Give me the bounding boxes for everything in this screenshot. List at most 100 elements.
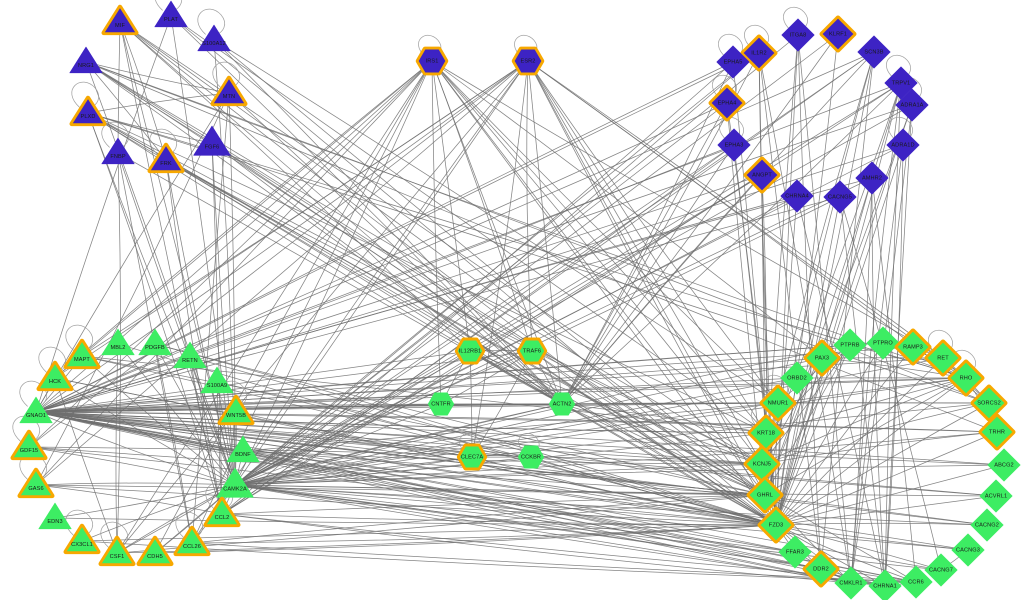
node-shape-diamond[interactable] bbox=[805, 341, 839, 375]
node-shape-triangle[interactable] bbox=[173, 341, 207, 369]
node-shape-triangle[interactable] bbox=[212, 77, 246, 105]
node-shape-diamond[interactable] bbox=[926, 341, 960, 375]
node-shape-triangle[interactable] bbox=[19, 396, 53, 424]
edge bbox=[35, 174, 763, 413]
node-shape-triangle[interactable] bbox=[205, 498, 239, 526]
graph-node-il1r2[interactable]: IL1R2 bbox=[740, 34, 778, 72]
edge bbox=[527, 60, 779, 404]
node-shape-diamond[interactable] bbox=[886, 128, 920, 162]
node-shape-diamond[interactable] bbox=[949, 361, 983, 395]
node-shape-triangle[interactable] bbox=[154, 0, 188, 28]
node-shape-diamond[interactable] bbox=[742, 36, 776, 70]
edge bbox=[35, 411, 988, 526]
node-shape-diamond[interactable] bbox=[804, 552, 838, 586]
node-shape-triangle[interactable] bbox=[71, 97, 105, 125]
node-shape-diamond[interactable] bbox=[780, 179, 814, 213]
node-shape-diamond[interactable] bbox=[834, 566, 868, 600]
node-shape-diamond[interactable] bbox=[987, 448, 1021, 482]
node-shape-hexagon[interactable] bbox=[456, 339, 484, 363]
node-shape-hexagon[interactable] bbox=[417, 48, 447, 74]
node-shape-triangle[interactable] bbox=[193, 125, 231, 156]
node-shape-diamond[interactable] bbox=[781, 18, 815, 52]
node-shape-triangle[interactable] bbox=[138, 328, 172, 356]
graph-node-il12rb1[interactable]: IL12RB1 bbox=[454, 337, 486, 365]
edge bbox=[775, 346, 914, 526]
node-shape-triangle[interactable] bbox=[100, 537, 134, 565]
node-shape-hexagon[interactable] bbox=[517, 445, 545, 469]
graph-node-traf6[interactable]: TRAF6 bbox=[516, 337, 548, 365]
node-shape-diamond[interactable] bbox=[833, 328, 867, 362]
node-shape-diamond[interactable] bbox=[759, 508, 793, 542]
node-shape-diamond[interactable] bbox=[895, 88, 929, 122]
node-shape-triangle[interactable] bbox=[101, 137, 135, 165]
edge bbox=[35, 342, 884, 413]
node-shape-diamond[interactable] bbox=[924, 553, 958, 587]
node-shape-triangle[interactable] bbox=[19, 469, 53, 497]
node-shape-hexagon[interactable] bbox=[513, 48, 543, 74]
edge bbox=[561, 61, 734, 405]
node-shape-triangle[interactable] bbox=[101, 328, 135, 356]
edge bbox=[234, 484, 886, 587]
edge bbox=[54, 484, 236, 519]
node-shape-triangle[interactable] bbox=[138, 537, 172, 565]
graph-node-esr2[interactable]: ESR2 bbox=[511, 46, 545, 76]
node-shape-triangle[interactable] bbox=[12, 431, 46, 459]
edge bbox=[234, 357, 944, 486]
node-shape-diamond[interactable] bbox=[896, 330, 930, 364]
graph-node-angpt[interactable]: ANGPT bbox=[743, 156, 781, 194]
node-shape-diamond[interactable] bbox=[951, 533, 985, 567]
edge bbox=[235, 411, 777, 526]
node-shape-diamond[interactable] bbox=[710, 86, 744, 120]
node-shape-diamond[interactable] bbox=[748, 478, 782, 512]
node-shape-diamond[interactable] bbox=[866, 326, 900, 360]
node-shape-diamond[interactable] bbox=[884, 66, 918, 100]
node-shape-diamond[interactable] bbox=[823, 180, 857, 214]
node-shape-diamond[interactable] bbox=[970, 508, 1004, 542]
node-shape-diamond[interactable] bbox=[745, 158, 779, 192]
node-shape-diamond[interactable] bbox=[899, 565, 933, 599]
node-shape-diamond[interactable] bbox=[972, 386, 1006, 420]
node-shape-diamond[interactable] bbox=[857, 35, 891, 69]
node-shape-triangle[interactable] bbox=[65, 525, 99, 553]
node-shape-triangle[interactable] bbox=[200, 366, 234, 394]
node-shape-triangle[interactable] bbox=[38, 362, 72, 390]
node-shape-triangle[interactable] bbox=[38, 502, 72, 530]
graph-node-ret[interactable]: RET bbox=[924, 339, 962, 377]
node-shape-triangle[interactable] bbox=[197, 24, 231, 52]
node-shape-diamond[interactable] bbox=[980, 415, 1014, 449]
node-shape-diamond[interactable] bbox=[821, 17, 855, 51]
graph-node-rho[interactable]: RHO bbox=[947, 359, 985, 397]
node-shape-triangle[interactable] bbox=[175, 527, 209, 555]
edge bbox=[775, 357, 944, 526]
node-shape-triangle[interactable] bbox=[103, 6, 137, 34]
edge bbox=[526, 60, 533, 352]
node-shape-diamond[interactable] bbox=[979, 479, 1013, 513]
edge bbox=[234, 60, 433, 486]
node-shape-triangle[interactable] bbox=[226, 435, 260, 463]
edge bbox=[35, 195, 798, 413]
node-shape-hexagon[interactable] bbox=[458, 445, 486, 469]
node-shape-diamond[interactable] bbox=[761, 386, 795, 420]
node-shape-diamond[interactable] bbox=[778, 535, 812, 569]
node-shape-triangle[interactable] bbox=[65, 340, 99, 368]
node-shape-diamond[interactable] bbox=[868, 569, 902, 600]
graph-node-mtn[interactable]: MTN bbox=[210, 75, 248, 107]
node-shape-diamond[interactable] bbox=[855, 161, 889, 195]
graph-node-ddr2[interactable]: DDR2 bbox=[802, 550, 840, 588]
node-shape-triangle[interactable] bbox=[149, 144, 183, 172]
node-shape-hexagon[interactable] bbox=[518, 339, 546, 363]
node-shape-diamond[interactable] bbox=[716, 45, 750, 79]
graph-node-pax3[interactable]: PAX3 bbox=[803, 339, 841, 377]
node-shape-diamond[interactable] bbox=[780, 361, 814, 395]
node-shape-diamond[interactable] bbox=[717, 128, 751, 162]
graph-node-clec7a[interactable]: CLEC7A bbox=[456, 443, 488, 471]
node-shape-triangle[interactable] bbox=[219, 396, 253, 424]
node-shape-hexagon[interactable] bbox=[548, 392, 576, 416]
node-shape-triangle[interactable] bbox=[69, 46, 103, 74]
node-shape-triangle[interactable] bbox=[216, 467, 254, 498]
graph-node-irs1[interactable]: IRS1 bbox=[415, 46, 449, 76]
self-loop-edge bbox=[175, 511, 204, 538]
node-shape-hexagon[interactable] bbox=[427, 392, 455, 416]
